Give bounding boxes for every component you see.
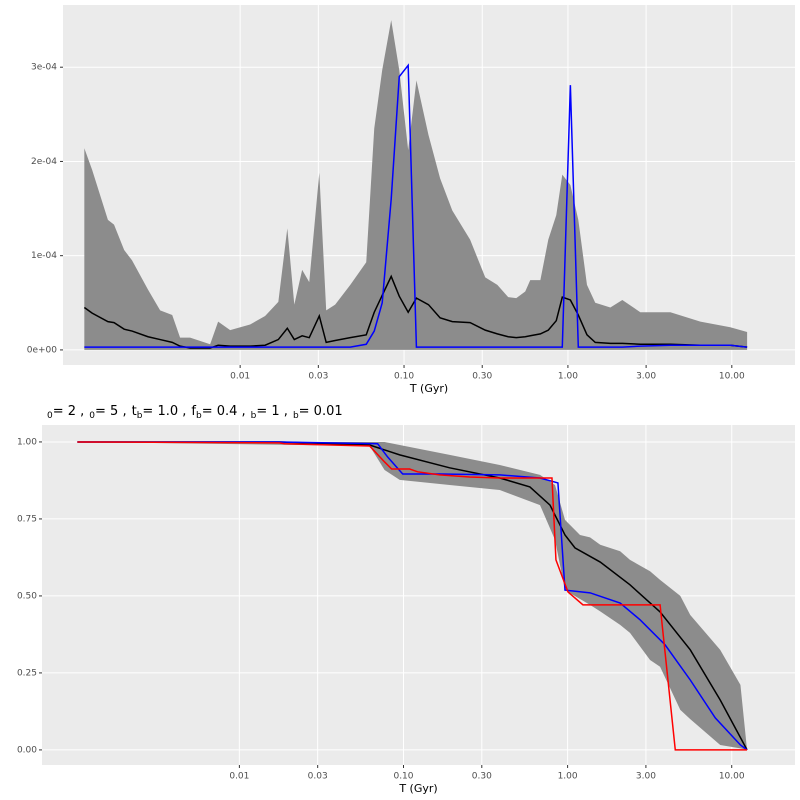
title-subscript: 0 <box>89 411 95 421</box>
chart-title: 0= 2 , 0= 5 , tb= 1.0 , fb= 0.4 , b= 1 , b= 0… <box>47 404 343 421</box>
title-part: t <box>132 404 137 419</box>
y-tick-label: 2e-04 <box>31 157 57 167</box>
x-tick-label: 0.30 <box>472 772 492 782</box>
x-tick-label: 0.10 <box>393 772 413 782</box>
y-tick-label: 0.50 <box>17 591 37 601</box>
title-subscript: b <box>196 411 202 421</box>
x-tick-label: 10.00 <box>719 372 745 382</box>
x-tick-label: 0.01 <box>229 772 249 782</box>
x-tick-label: 1.00 <box>558 772 578 782</box>
x-tick-label: 0.03 <box>308 372 328 382</box>
y-tick-label: 0.25 <box>17 668 37 678</box>
y-tick-label: 1.00 <box>17 437 37 447</box>
x-axis-title: T (Gyr) <box>398 782 437 795</box>
y-tick-label: 0e+00 <box>27 345 58 355</box>
x-tick-label: 10.00 <box>719 772 745 782</box>
title-part: = 1 , <box>256 404 288 419</box>
x-axis-title: T (Gyr) <box>409 382 448 395</box>
x-tick-label: 3.00 <box>636 372 656 382</box>
line <box>77 441 748 751</box>
ribbon <box>77 441 748 750</box>
title-subscript: b <box>293 411 299 421</box>
title-part: = 5 , <box>95 404 127 419</box>
title-subscript: b <box>251 411 257 421</box>
y-tick-label: 0.00 <box>17 745 37 755</box>
x-tick-label: 0.01 <box>230 372 250 382</box>
title-subscript: 0 <box>47 411 53 421</box>
x-tick-label: 0.30 <box>472 372 492 382</box>
y-tick-label: 0.75 <box>17 514 37 524</box>
line <box>77 441 748 751</box>
title-part: = 1.0 , <box>142 404 186 419</box>
ribbon <box>84 20 748 350</box>
x-tick-label: 3.00 <box>636 772 656 782</box>
title-part: = 0.01 <box>299 404 343 419</box>
title-part: = 2 , <box>53 404 85 419</box>
x-tick-label: 0.03 <box>308 772 328 782</box>
x-tick-label: 1.00 <box>558 372 578 382</box>
title-subscript: b <box>137 411 143 421</box>
y-tick-label: 3e-04 <box>31 63 57 73</box>
y-tick-label: 1e-04 <box>31 251 57 261</box>
line <box>77 441 748 751</box>
x-tick-label: 0.10 <box>394 372 414 382</box>
title-part: = 0.4 , <box>202 404 246 419</box>
line <box>84 63 748 348</box>
title-part: f <box>191 404 196 419</box>
